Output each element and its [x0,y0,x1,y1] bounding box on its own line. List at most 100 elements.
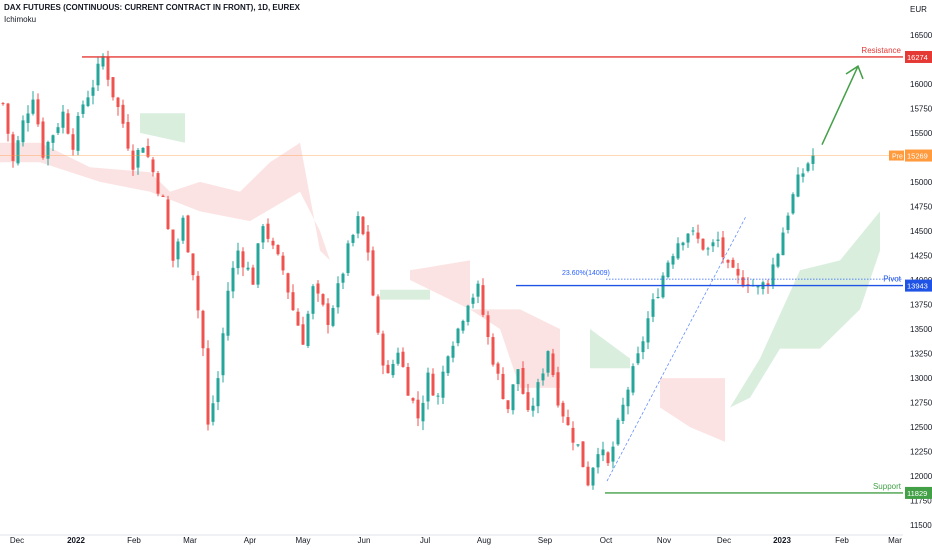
candle-body [721,237,725,258]
candle-body [246,267,250,270]
price-tick-label: 12000 [910,472,932,481]
candle-body [706,248,710,250]
time-tick-label: Apr [244,536,257,545]
candle-body [261,226,265,243]
candle-body [611,446,615,462]
candle-body [106,56,110,80]
resistance-price-bg [905,50,932,63]
candle-body [11,134,15,161]
candle-body [141,147,145,153]
candle-body [456,328,460,344]
time-tick-label: Dec [717,536,731,545]
candle-body [741,277,745,287]
candle-body [551,353,555,376]
levels: Pre 15269 23.60%(14009) 16274 Resistance 1394… [0,46,932,499]
candle-body [166,199,170,230]
candle-body [156,173,160,194]
candle-body [666,262,670,278]
prev-close-tag: Pre [892,154,903,161]
pivot-price-bg [905,279,932,292]
fib-label: 23.60%(14009) [562,270,610,277]
candle-body [676,243,680,259]
candle-body [251,267,255,285]
candle-body [736,268,740,276]
candle-body [356,216,360,234]
candle-body [16,140,20,164]
candle-body [401,351,405,367]
candle-body [26,113,30,124]
price-axis: EUR1650016250160001575015500152501500014… [903,0,932,550]
candle-body [576,444,580,446]
candle-body [421,402,425,422]
candle-body [771,264,775,286]
candle-body [451,345,455,358]
candle-body [426,372,430,402]
candle-body [806,163,810,171]
candle-body [501,373,505,400]
candle-body [126,122,130,149]
price-tick-label: 12250 [910,448,932,457]
candle-body [136,149,140,168]
chart-title: DAX FUTURES (CONTINUOUS: CURRENT CONTRAC… [4,3,300,12]
price-tick-label: 14250 [910,251,932,260]
price-tick-label: 16000 [910,80,932,89]
candle-body [201,310,205,349]
prev-close-price-bg [905,149,932,162]
candle-body [791,194,795,214]
candle-body [376,296,380,333]
time-tick-label: May [295,536,310,545]
candle-body [436,395,440,397]
candle-body [696,232,700,239]
cloud-area [660,378,725,442]
candle-body [351,234,355,243]
support-price-bg [905,486,932,499]
candle-body [591,467,595,486]
candle-body [446,356,450,374]
candle-body [701,238,705,250]
candle-body [296,311,300,326]
price-tick-label: 14750 [910,202,932,211]
candle-body [656,296,660,298]
candle-body [176,241,180,260]
candle-body [46,141,50,159]
candle-body [431,373,435,396]
price-tick-label: 11750 [910,497,932,506]
candle-body [691,230,695,232]
candle-body [91,87,95,96]
candle-body [531,405,535,411]
candle-body [171,229,175,261]
candle-body [116,97,120,108]
candle-body [526,392,530,410]
candle-body [221,333,225,376]
candle-body [471,297,475,304]
projection-arrowhead [845,65,864,80]
candle-body [776,253,780,267]
candle-body [496,363,500,374]
candle-body [556,372,560,406]
candle-body [391,363,395,376]
candle-body [626,389,630,407]
candle-body [231,267,235,292]
resistance-price-label: 16274 [907,53,928,62]
candle-body [646,318,650,343]
prev-close-tag-bg [889,150,904,161]
candle-body [331,308,335,326]
candle-body [341,273,345,283]
candle-body [6,103,10,134]
candle-body [606,452,610,464]
support-label: Support [873,482,902,491]
candle-body [796,174,800,197]
candle-body [711,242,715,247]
time-tick-label: Mar [183,536,197,545]
currency-label: EUR [910,5,927,14]
candle-body [801,173,805,177]
candle-body [191,253,195,276]
candle-body [406,366,410,396]
price-tick-label: 13000 [910,374,932,383]
candle-body [546,351,550,373]
candle-body [766,283,770,286]
candle-body [681,242,685,246]
candle-body [306,313,310,346]
candle-body [146,145,150,157]
